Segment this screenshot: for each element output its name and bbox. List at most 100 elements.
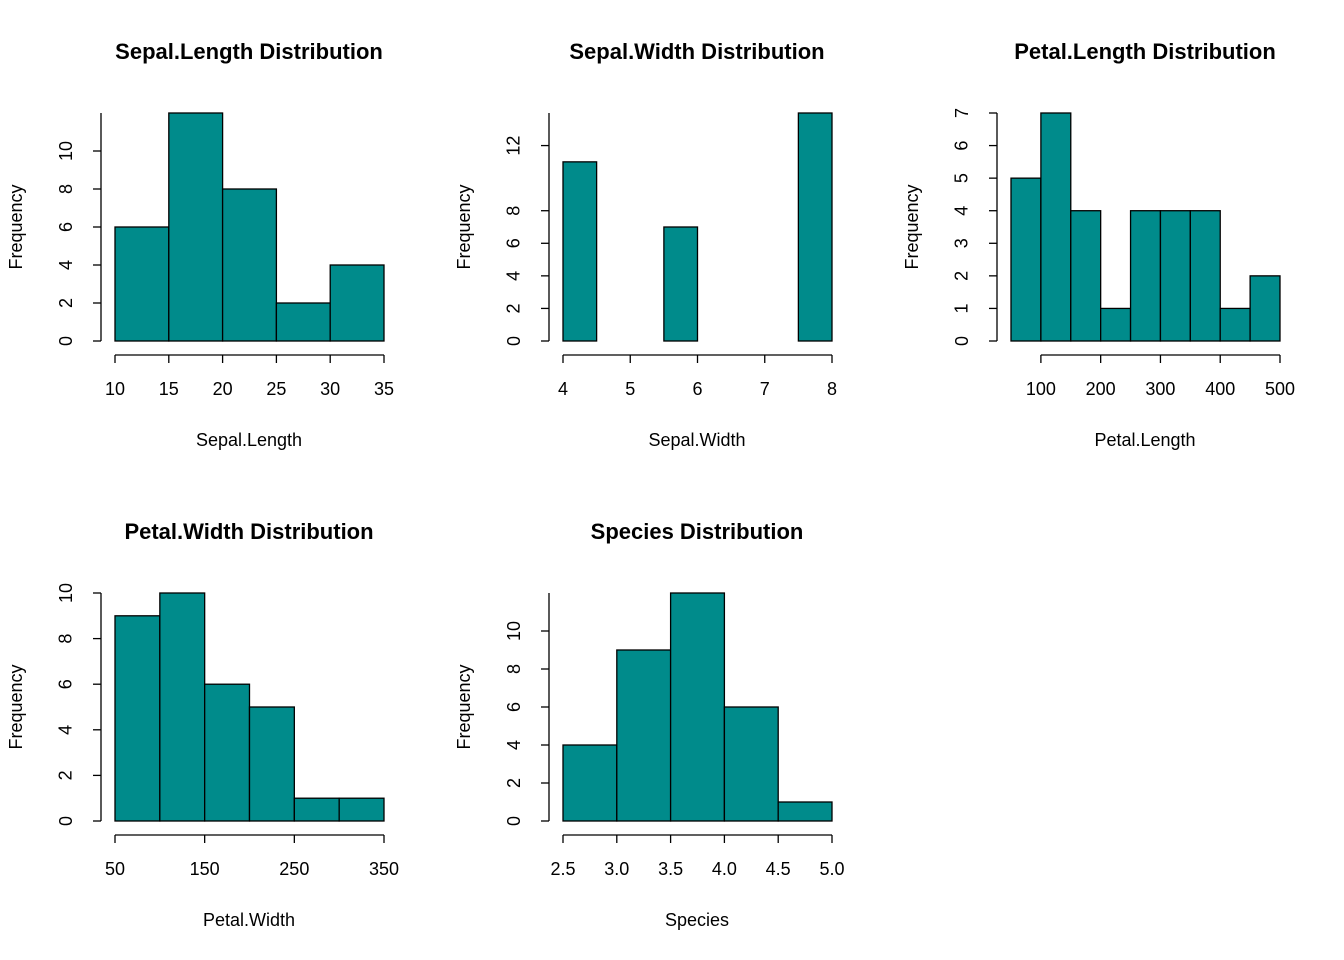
bar bbox=[275, 302, 331, 342]
x-tick-label: 3.0 bbox=[604, 859, 629, 879]
y-tick-label: 0 bbox=[56, 336, 76, 346]
x-tick-label: 5.0 bbox=[819, 859, 844, 879]
x-axis-label: Petal.Length bbox=[1094, 430, 1195, 450]
bar bbox=[204, 683, 251, 822]
x-tick-label: 4.5 bbox=[766, 859, 791, 879]
y-tick-label: 10 bbox=[504, 621, 524, 641]
bar bbox=[168, 112, 224, 342]
x-tick-label: 35 bbox=[374, 379, 394, 399]
x-axis-label: Petal.Width bbox=[203, 910, 295, 930]
y-tick-label: 6 bbox=[56, 222, 76, 232]
y-tick-label: 6 bbox=[952, 141, 972, 151]
y-tick-label: 6 bbox=[504, 702, 524, 712]
x-tick-label: 400 bbox=[1205, 379, 1235, 399]
y-tick-label: 7 bbox=[952, 108, 972, 118]
chart-title: Sepal.Width Distribution bbox=[569, 39, 824, 64]
y-tick-label: 2 bbox=[56, 770, 76, 780]
x-tick-label: 200 bbox=[1086, 379, 1116, 399]
x-axis-label: Sepal.Width bbox=[648, 430, 745, 450]
bar bbox=[1219, 307, 1251, 342]
y-tick-label: 2 bbox=[504, 778, 524, 788]
x-tick-label: 50 bbox=[105, 859, 125, 879]
x-tick-label: 20 bbox=[213, 379, 233, 399]
bar bbox=[1100, 307, 1132, 342]
y-axis-label: Frequency bbox=[454, 664, 474, 749]
x-tick-label: 250 bbox=[279, 859, 309, 879]
x-tick-label: 150 bbox=[190, 859, 220, 879]
chart-title: Petal.Length Distribution bbox=[1014, 39, 1276, 64]
y-tick-label: 2 bbox=[504, 303, 524, 313]
x-tick-label: 25 bbox=[266, 379, 286, 399]
bar bbox=[1040, 112, 1072, 342]
y-tick-label: 6 bbox=[56, 679, 76, 689]
bar bbox=[293, 797, 340, 822]
bar bbox=[221, 188, 278, 342]
bar bbox=[777, 801, 833, 822]
y-tick-label: 4 bbox=[56, 260, 76, 270]
x-tick-label: 500 bbox=[1265, 379, 1295, 399]
x-tick-label: 5 bbox=[625, 379, 635, 399]
y-axis-label: Frequency bbox=[902, 184, 922, 269]
y-tick-label: 2 bbox=[952, 271, 972, 281]
bar bbox=[797, 112, 833, 342]
y-tick-label: 10 bbox=[56, 583, 76, 603]
x-tick-label: 2.5 bbox=[550, 859, 575, 879]
bar bbox=[114, 226, 170, 342]
x-tick-label: 10 bbox=[105, 379, 125, 399]
chart-title: Petal.Width Distribution bbox=[124, 519, 373, 544]
y-tick-label: 4 bbox=[504, 740, 524, 750]
x-tick-label: 7 bbox=[760, 379, 770, 399]
y-tick-label: 12 bbox=[504, 136, 524, 156]
bar bbox=[562, 161, 598, 342]
bar bbox=[248, 706, 295, 822]
y-tick-label: 4 bbox=[952, 206, 972, 216]
bar bbox=[1249, 275, 1281, 342]
y-axis-label: Frequency bbox=[6, 664, 26, 749]
x-tick-label: 4.0 bbox=[712, 859, 737, 879]
y-tick-label: 0 bbox=[504, 816, 524, 826]
y-tick-label: 5 bbox=[952, 173, 972, 183]
y-tick-label: 1 bbox=[952, 303, 972, 313]
x-tick-label: 100 bbox=[1026, 379, 1056, 399]
x-tick-label: 8 bbox=[827, 379, 837, 399]
x-tick-label: 300 bbox=[1145, 379, 1175, 399]
bar bbox=[1010, 177, 1042, 342]
y-tick-label: 3 bbox=[952, 238, 972, 248]
x-tick-label: 6 bbox=[692, 379, 702, 399]
bar bbox=[329, 264, 385, 342]
bar bbox=[616, 649, 672, 822]
y-tick-label: 2 bbox=[56, 298, 76, 308]
y-tick-label: 0 bbox=[504, 336, 524, 346]
bar bbox=[562, 744, 618, 822]
x-tick-label: 4 bbox=[558, 379, 568, 399]
y-tick-label: 4 bbox=[504, 271, 524, 281]
bar bbox=[1070, 210, 1102, 342]
y-tick-label: 6 bbox=[504, 238, 524, 248]
y-tick-label: 8 bbox=[504, 664, 524, 674]
x-tick-label: 3.5 bbox=[658, 859, 683, 879]
bar bbox=[723, 706, 779, 822]
x-axis-label: Sepal.Length bbox=[196, 430, 302, 450]
x-tick-label: 30 bbox=[320, 379, 340, 399]
y-axis-label: Frequency bbox=[454, 184, 474, 269]
y-tick-label: 0 bbox=[56, 816, 76, 826]
y-tick-label: 8 bbox=[56, 184, 76, 194]
chart-title: Species Distribution bbox=[591, 519, 804, 544]
bar bbox=[159, 592, 206, 822]
x-tick-label: 15 bbox=[159, 379, 179, 399]
bar bbox=[669, 592, 726, 822]
bar bbox=[663, 226, 699, 342]
chart-title: Sepal.Length Distribution bbox=[115, 39, 383, 64]
x-axis-label: Species bbox=[665, 910, 729, 930]
bar bbox=[1159, 210, 1191, 342]
y-axis-label: Frequency bbox=[6, 184, 26, 269]
y-tick-label: 4 bbox=[56, 725, 76, 735]
y-tick-label: 10 bbox=[56, 141, 76, 161]
bar bbox=[1129, 210, 1162, 342]
bar bbox=[338, 797, 385, 822]
y-tick-label: 8 bbox=[504, 206, 524, 216]
bar bbox=[1189, 210, 1221, 342]
y-tick-label: 8 bbox=[56, 634, 76, 644]
bar bbox=[114, 615, 161, 822]
